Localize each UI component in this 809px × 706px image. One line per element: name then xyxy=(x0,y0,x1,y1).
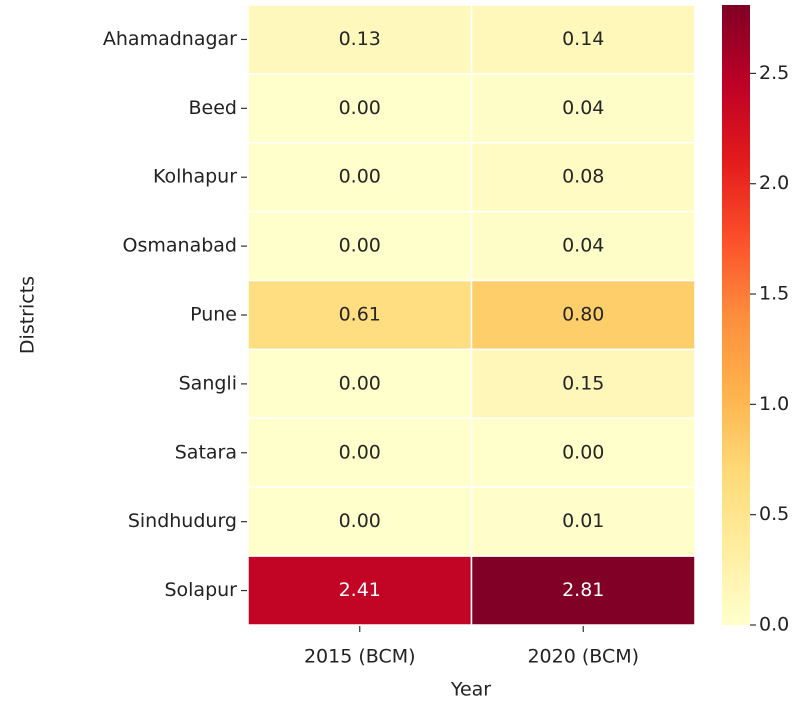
y-tick-label: Ahamadnagar xyxy=(103,28,237,50)
heatmap-cell xyxy=(470,73,696,144)
heatmap-cell xyxy=(470,4,696,75)
heatmap-cell xyxy=(470,348,696,420)
cell-label: 0.00 xyxy=(339,372,381,394)
heatmap-cell xyxy=(470,417,696,488)
cell-label: 0.00 xyxy=(339,510,381,532)
heatmap-cell xyxy=(247,555,473,626)
colorbar-tick-label: 1.5 xyxy=(759,283,789,305)
cell-label: 0.61 xyxy=(339,304,381,326)
colorbar-tick-label: 0.0 xyxy=(759,614,789,636)
colorbar-tick-label: 0.5 xyxy=(759,503,789,525)
heatmap-cell xyxy=(247,4,473,75)
colorbar-tick-label: 1.0 xyxy=(759,393,789,415)
heatmap-cell xyxy=(470,486,696,557)
cell-label: 0.14 xyxy=(562,28,604,50)
y-tick-label: Osmanabad xyxy=(123,235,237,257)
y-tick-label: Pune xyxy=(190,304,237,326)
cell-label: 0.00 xyxy=(339,97,381,119)
heatmap-cell xyxy=(247,73,473,144)
y-tick-label: Sindhudurg xyxy=(128,510,237,532)
colorbar xyxy=(722,5,750,625)
heatmap-cell xyxy=(470,210,696,282)
x-tick-label: 2020 (BCM) xyxy=(527,646,639,668)
cell-label: 0.00 xyxy=(339,235,381,257)
cell-label: 0.13 xyxy=(339,28,381,50)
cell-label: 0.00 xyxy=(339,441,381,463)
heatmap-cell xyxy=(470,279,696,351)
cell-label: 0.08 xyxy=(562,166,604,188)
y-tick-label: Satara xyxy=(175,441,237,463)
colorbar-tick-label: 2.5 xyxy=(759,62,789,84)
y-axis-label: Districts xyxy=(17,276,39,354)
y-tick-label: Sangli xyxy=(179,372,237,394)
colorbar-tick-label: 2.0 xyxy=(759,172,789,194)
cell-label: 0.01 xyxy=(562,510,604,532)
y-tick-label: Solapur xyxy=(164,579,237,601)
cell-label: 2.41 xyxy=(339,579,381,601)
y-tick-label: Beed xyxy=(189,97,237,119)
heatmap-cell xyxy=(470,142,696,213)
cell-label: 0.00 xyxy=(339,166,381,188)
cell-label: 2.81 xyxy=(562,579,604,601)
x-tick-label: 2015 (BCM) xyxy=(304,646,416,668)
x-axis-label: Year xyxy=(450,679,491,701)
heatmap-cell xyxy=(470,555,696,626)
cell-label: 0.15 xyxy=(562,372,604,394)
cell-label: 0.04 xyxy=(562,235,604,257)
y-tick-label: Kolhapur xyxy=(153,166,237,188)
cell-label: 0.00 xyxy=(562,441,604,463)
cell-label: 0.04 xyxy=(562,97,604,119)
cell-label: 0.80 xyxy=(562,304,604,326)
